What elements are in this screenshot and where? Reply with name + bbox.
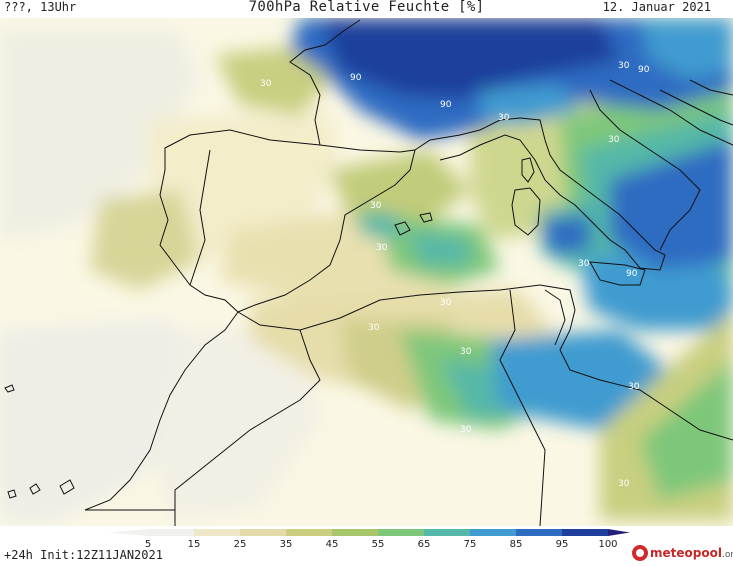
legend-tick-label: 55	[372, 539, 385, 550]
legend-tick-label: 95	[556, 539, 569, 550]
isoline-label: 90	[440, 100, 452, 110]
isoline-label: 30	[628, 382, 640, 392]
isoline-label: 30	[370, 201, 382, 211]
isoline-labels: 30 90 90 30 90 30 30 30 30 90 30 30 30 3…	[260, 61, 650, 489]
legend-tick-label: 65	[418, 539, 431, 550]
legend-tick-label: 5	[145, 539, 151, 550]
logo-name: meteopool	[650, 546, 722, 560]
isoline-label: 30	[498, 113, 510, 123]
header-bar: ???, 13Uhr 700hPa Relative Feuchte [%] 1…	[0, 0, 733, 18]
isoline-label: 90	[638, 65, 650, 75]
legend-tick-label: 25	[234, 539, 247, 550]
humidity-field-map: 30 90 90 30 90 30 30 30 30 90 30 30 30 3…	[0, 18, 733, 526]
legend-swatch	[516, 529, 563, 536]
isoline-label: 30	[618, 479, 630, 489]
legend-swatch	[194, 529, 241, 536]
legend-scale: 5 15 25 35 45 55 65 75 85 95 100	[108, 529, 630, 550]
logo-icon	[632, 545, 648, 561]
map-title: 700hPa Relative Feuchte [%]	[248, 0, 485, 15]
legend-swatch	[470, 529, 517, 536]
humidity-fill	[0, 18, 733, 520]
legend-swatch	[424, 529, 471, 536]
legend-swatch	[286, 529, 333, 536]
logo-tld: .org	[721, 550, 733, 560]
color-legend: 5 15 25 35 45 55 65 75 85 95 100	[0, 527, 733, 566]
isoline-label: 90	[350, 73, 362, 83]
isoline-label: 30	[260, 79, 272, 89]
legend-low-arrow	[108, 529, 148, 536]
date-label: 12. Januar 2021	[602, 0, 711, 14]
legend-swatch	[332, 529, 379, 536]
isoline-label: 30	[578, 259, 590, 269]
isoline-label: 30	[368, 323, 380, 333]
legend-tick-label: 15	[188, 539, 201, 550]
isoline-label: 90	[626, 269, 638, 279]
legend-swatch	[148, 529, 195, 536]
run-info: +24h Init:12Z11JAN2021	[4, 548, 163, 562]
legend-high-arrow	[608, 529, 630, 536]
legend-tick-label: 35	[280, 539, 293, 550]
legend-swatch	[562, 529, 609, 536]
legend-tick-label: 45	[326, 539, 339, 550]
legend-swatch	[240, 529, 287, 536]
isoline-label: 30	[618, 61, 630, 71]
isoline-label: 30	[376, 243, 388, 253]
isoline-label: 30	[460, 347, 472, 357]
valid-time-label: ???, 13Uhr	[4, 0, 77, 14]
legend-tick-label: 75	[464, 539, 477, 550]
legend-swatch	[378, 529, 425, 536]
isoline-label: 30	[440, 298, 452, 308]
isoline-label: 30	[608, 135, 620, 145]
legend-tick-label: 85	[510, 539, 523, 550]
isoline-label: 30	[460, 425, 472, 435]
weather-map: 30 90 90 30 90 30 30 30 30 90 30 30 30 3…	[0, 18, 733, 526]
coastlines	[4, 19, 733, 526]
logo-text: meteopool.org	[650, 546, 733, 560]
meteopool-logo[interactable]: meteopool.org	[632, 545, 733, 563]
legend-tick-label: 100	[598, 539, 617, 550]
